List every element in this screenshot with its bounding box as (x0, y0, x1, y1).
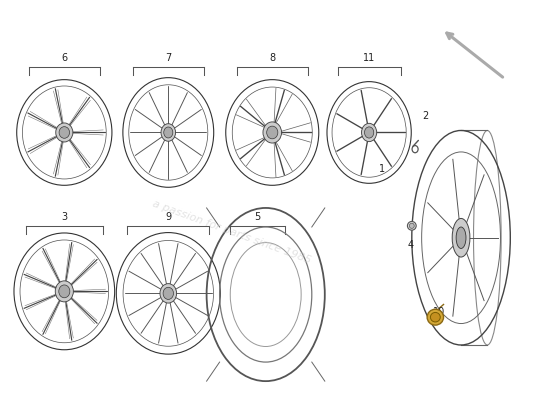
Ellipse shape (427, 309, 443, 325)
Ellipse shape (361, 123, 377, 142)
Ellipse shape (160, 284, 177, 303)
Ellipse shape (408, 222, 416, 230)
Ellipse shape (263, 122, 282, 143)
Text: 9: 9 (165, 212, 172, 222)
Text: 1: 1 (378, 164, 385, 174)
Text: 5: 5 (254, 212, 261, 222)
Ellipse shape (59, 127, 69, 138)
Ellipse shape (267, 126, 278, 139)
Text: 6: 6 (61, 53, 68, 63)
Text: 7: 7 (165, 53, 172, 63)
Ellipse shape (164, 127, 173, 138)
Text: a passion for parts since 1985: a passion for parts since 1985 (151, 198, 312, 265)
Ellipse shape (56, 123, 73, 142)
Text: 11: 11 (363, 53, 375, 63)
Text: 4: 4 (408, 240, 414, 250)
Ellipse shape (161, 124, 175, 141)
Ellipse shape (409, 223, 414, 228)
Ellipse shape (55, 281, 73, 302)
Text: 3: 3 (61, 212, 68, 222)
Ellipse shape (452, 218, 470, 257)
Ellipse shape (456, 227, 466, 248)
Ellipse shape (365, 127, 374, 138)
Text: 2: 2 (422, 110, 428, 120)
Ellipse shape (59, 285, 70, 298)
Text: 8: 8 (269, 53, 276, 63)
Ellipse shape (163, 287, 173, 300)
Text: 10: 10 (433, 307, 446, 317)
Ellipse shape (431, 312, 440, 322)
